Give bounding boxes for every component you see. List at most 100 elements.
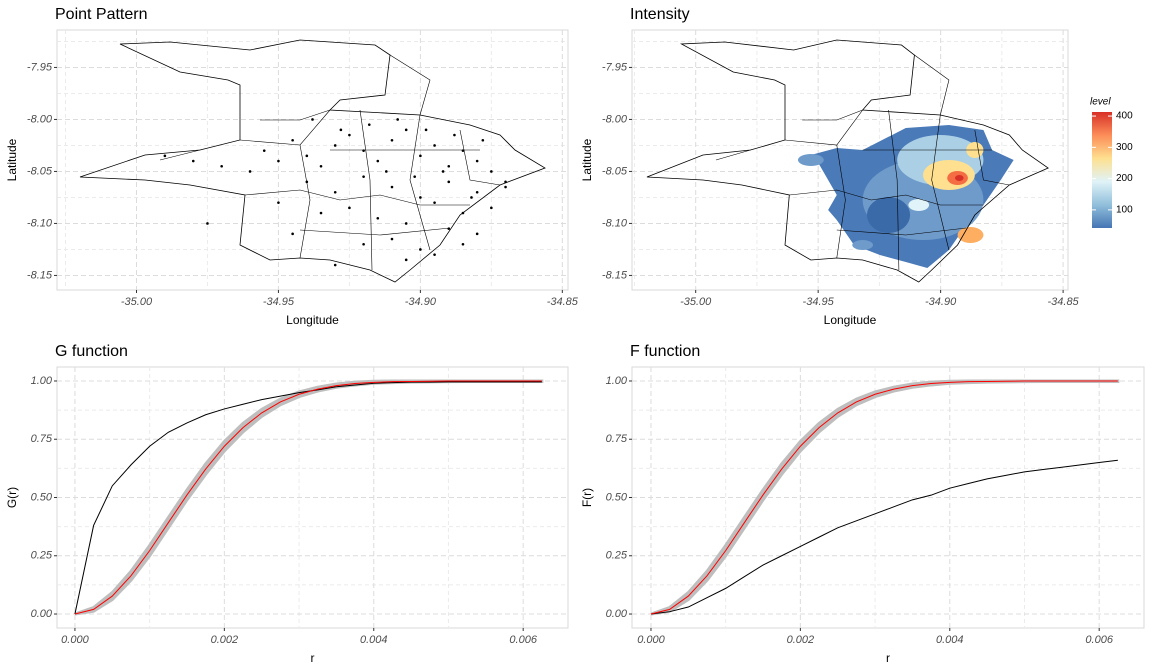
y-axis-label: G(r) [5, 487, 19, 508]
point [504, 185, 507, 189]
point [433, 144, 436, 147]
point [404, 128, 408, 132]
point [461, 149, 465, 152]
point [490, 170, 493, 173]
district-boundary [836, 144, 846, 259]
y-tick-label: 0.25 [31, 550, 53, 562]
point [291, 138, 294, 142]
point [206, 222, 209, 225]
point [291, 232, 294, 236]
point [333, 263, 337, 267]
y-axis-label: F(r) [580, 488, 594, 507]
plot-area [74, 379, 544, 616]
point [390, 237, 394, 241]
x-tick-label: 0.006 [509, 634, 537, 646]
point [319, 211, 323, 215]
y-axis-label: Latitude [5, 138, 19, 181]
point [461, 211, 465, 215]
district-boundary [802, 109, 863, 121]
point [475, 190, 479, 194]
point [390, 138, 394, 142]
colorbar [1092, 112, 1112, 228]
x-tick-label: -35.00 [121, 296, 153, 308]
point [385, 170, 388, 173]
point [367, 123, 371, 126]
y-tick-label: -8.15 [602, 269, 628, 281]
point [311, 118, 314, 121]
x-tick-label: 0.002 [211, 634, 239, 646]
point [319, 164, 323, 168]
district-boundary [409, 114, 431, 251]
point [453, 133, 456, 137]
x-tick-label: 0.000 [637, 634, 665, 646]
point [376, 159, 380, 163]
intensity-blob [852, 240, 874, 250]
y-tick-label: 0.25 [606, 550, 628, 562]
x-tick-label: -34.95 [803, 296, 835, 308]
y-tick-label: -8.10 [27, 217, 53, 229]
intensity-blob [908, 199, 930, 211]
point [475, 159, 479, 163]
point [447, 164, 451, 168]
x-tick-label: -35.00 [680, 296, 712, 308]
colorbar-label: 200 [1116, 173, 1133, 184]
y-tick-label: -8.05 [27, 165, 53, 177]
district-boundary [974, 129, 1010, 186]
district-boundary [244, 189, 470, 206]
chart-title: F function [630, 343, 700, 360]
district-boundary [914, 54, 950, 116]
point [424, 128, 428, 132]
point [362, 149, 365, 152]
point [348, 133, 351, 137]
x-axis-label: Longitude [824, 313, 877, 327]
x-axis-label: Longitude [286, 313, 339, 327]
x-axis-label: r [886, 651, 890, 665]
district-boundary [299, 144, 311, 259]
colorbar-label: 400 [1116, 111, 1133, 122]
plot-area [650, 379, 1120, 616]
district-boundary [299, 227, 451, 236]
point [470, 196, 473, 199]
point [220, 164, 223, 168]
point [191, 159, 195, 163]
y-tick-label: 0.00 [31, 608, 53, 620]
point [419, 154, 422, 158]
x-tick-label: 0.000 [61, 634, 89, 646]
y-tick-label: 0.00 [606, 608, 628, 620]
point [362, 242, 365, 246]
district-boundary [715, 149, 751, 161]
point [339, 128, 343, 132]
x-axis-label: r [311, 651, 315, 665]
x-tick-label: -34.85 [1047, 296, 1079, 308]
district-boundary [359, 109, 373, 271]
chart-title: G function [55, 343, 128, 360]
district-boundary [389, 54, 431, 116]
y-tick-label: -8.15 [27, 269, 53, 281]
chart-title: Intensity [630, 6, 690, 23]
x-tick-label: -34.95 [263, 296, 295, 308]
point [419, 196, 422, 199]
point [447, 180, 451, 184]
x-tick-label: -34.90 [405, 296, 437, 308]
point [333, 144, 337, 147]
point [504, 180, 507, 184]
point [362, 175, 365, 178]
x-tick-label: -34.90 [925, 296, 957, 308]
point [461, 242, 465, 246]
y-tick-label: -8.00 [602, 113, 628, 125]
x-tick-label: -34.85 [547, 296, 579, 308]
point [404, 258, 408, 262]
district-boundary [888, 109, 900, 271]
intensity-blob [954, 175, 964, 181]
y-tick-label: 0.75 [606, 433, 628, 445]
point [305, 154, 309, 158]
map-outline [646, 39, 1049, 283]
y-tick-label: -7.95 [27, 61, 53, 73]
point [305, 180, 309, 184]
legend-title: level [1090, 97, 1111, 108]
y-tick-label: 1.00 [31, 375, 53, 387]
point [481, 138, 485, 142]
intensity-blob [866, 197, 911, 233]
